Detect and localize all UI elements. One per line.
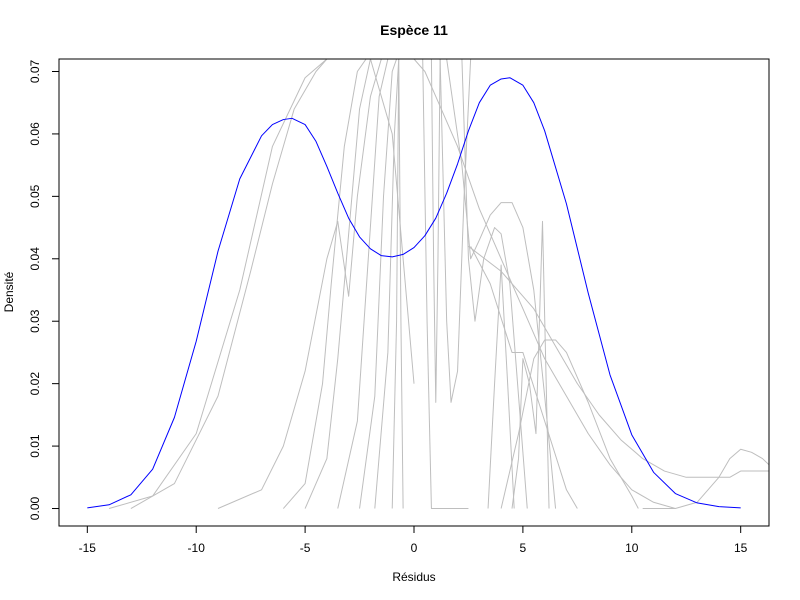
y-tick-label: 0.01: [28, 434, 42, 458]
density-line-7: [359, 59, 398, 509]
density-line-4: [282, 59, 367, 509]
background-series-group: [108, 59, 769, 510]
x-axis: -15 -10 -5 0 5 10 15: [79, 525, 748, 555]
x-tick-label: -10: [188, 541, 206, 555]
density-line-6: [337, 59, 389, 509]
density-line-15: [487, 264, 515, 509]
y-tick-label: 0.05: [28, 184, 42, 208]
y-tick-label: 0.02: [28, 372, 42, 396]
x-axis-label: Résidus: [392, 570, 435, 584]
y-tick-label: 0.03: [28, 309, 42, 333]
density-line-11: [430, 59, 441, 403]
density-line-9: [391, 59, 404, 509]
y-tick-label: 0.07: [28, 59, 42, 83]
y-tick-label: 0.04: [28, 247, 42, 271]
x-tick-label: 0: [411, 541, 418, 555]
density-line-21: [413, 59, 676, 510]
plot-frame: [58, 58, 770, 527]
density-line-13: [446, 59, 557, 509]
density-line-12: [439, 59, 472, 403]
x-tick-label: -15: [79, 541, 97, 555]
density-line-17: [470, 246, 578, 509]
chart-title: Espèce 11: [380, 22, 448, 38]
density-line-19: [468, 245, 769, 478]
density-line-14: [461, 59, 528, 509]
density-line-16: [511, 220, 550, 509]
density-line-5: [304, 59, 371, 509]
density-line-3: [217, 59, 393, 509]
x-tick-label: 5: [520, 541, 527, 555]
main-density-line: [87, 77, 741, 509]
density-line-20: [642, 448, 769, 510]
y-tick-label: 0.00: [28, 497, 42, 521]
density-line-18: [500, 339, 639, 509]
density-line-1: [108, 59, 415, 510]
x-tick-label: 10: [625, 541, 639, 555]
y-tick-label: 0.06: [28, 122, 42, 146]
y-axis-label: Densité: [2, 271, 16, 312]
x-tick-label: -5: [300, 541, 311, 555]
y-axis: 0.00 0.01 0.02 0.03 0.04 0.05 0.06 0.07: [28, 59, 60, 521]
x-tick-label: 15: [734, 541, 748, 555]
density-line-8: [374, 59, 400, 509]
density-line-10: [422, 59, 469, 510]
density-line-2: [130, 59, 328, 509]
main-series-group: [87, 77, 741, 509]
